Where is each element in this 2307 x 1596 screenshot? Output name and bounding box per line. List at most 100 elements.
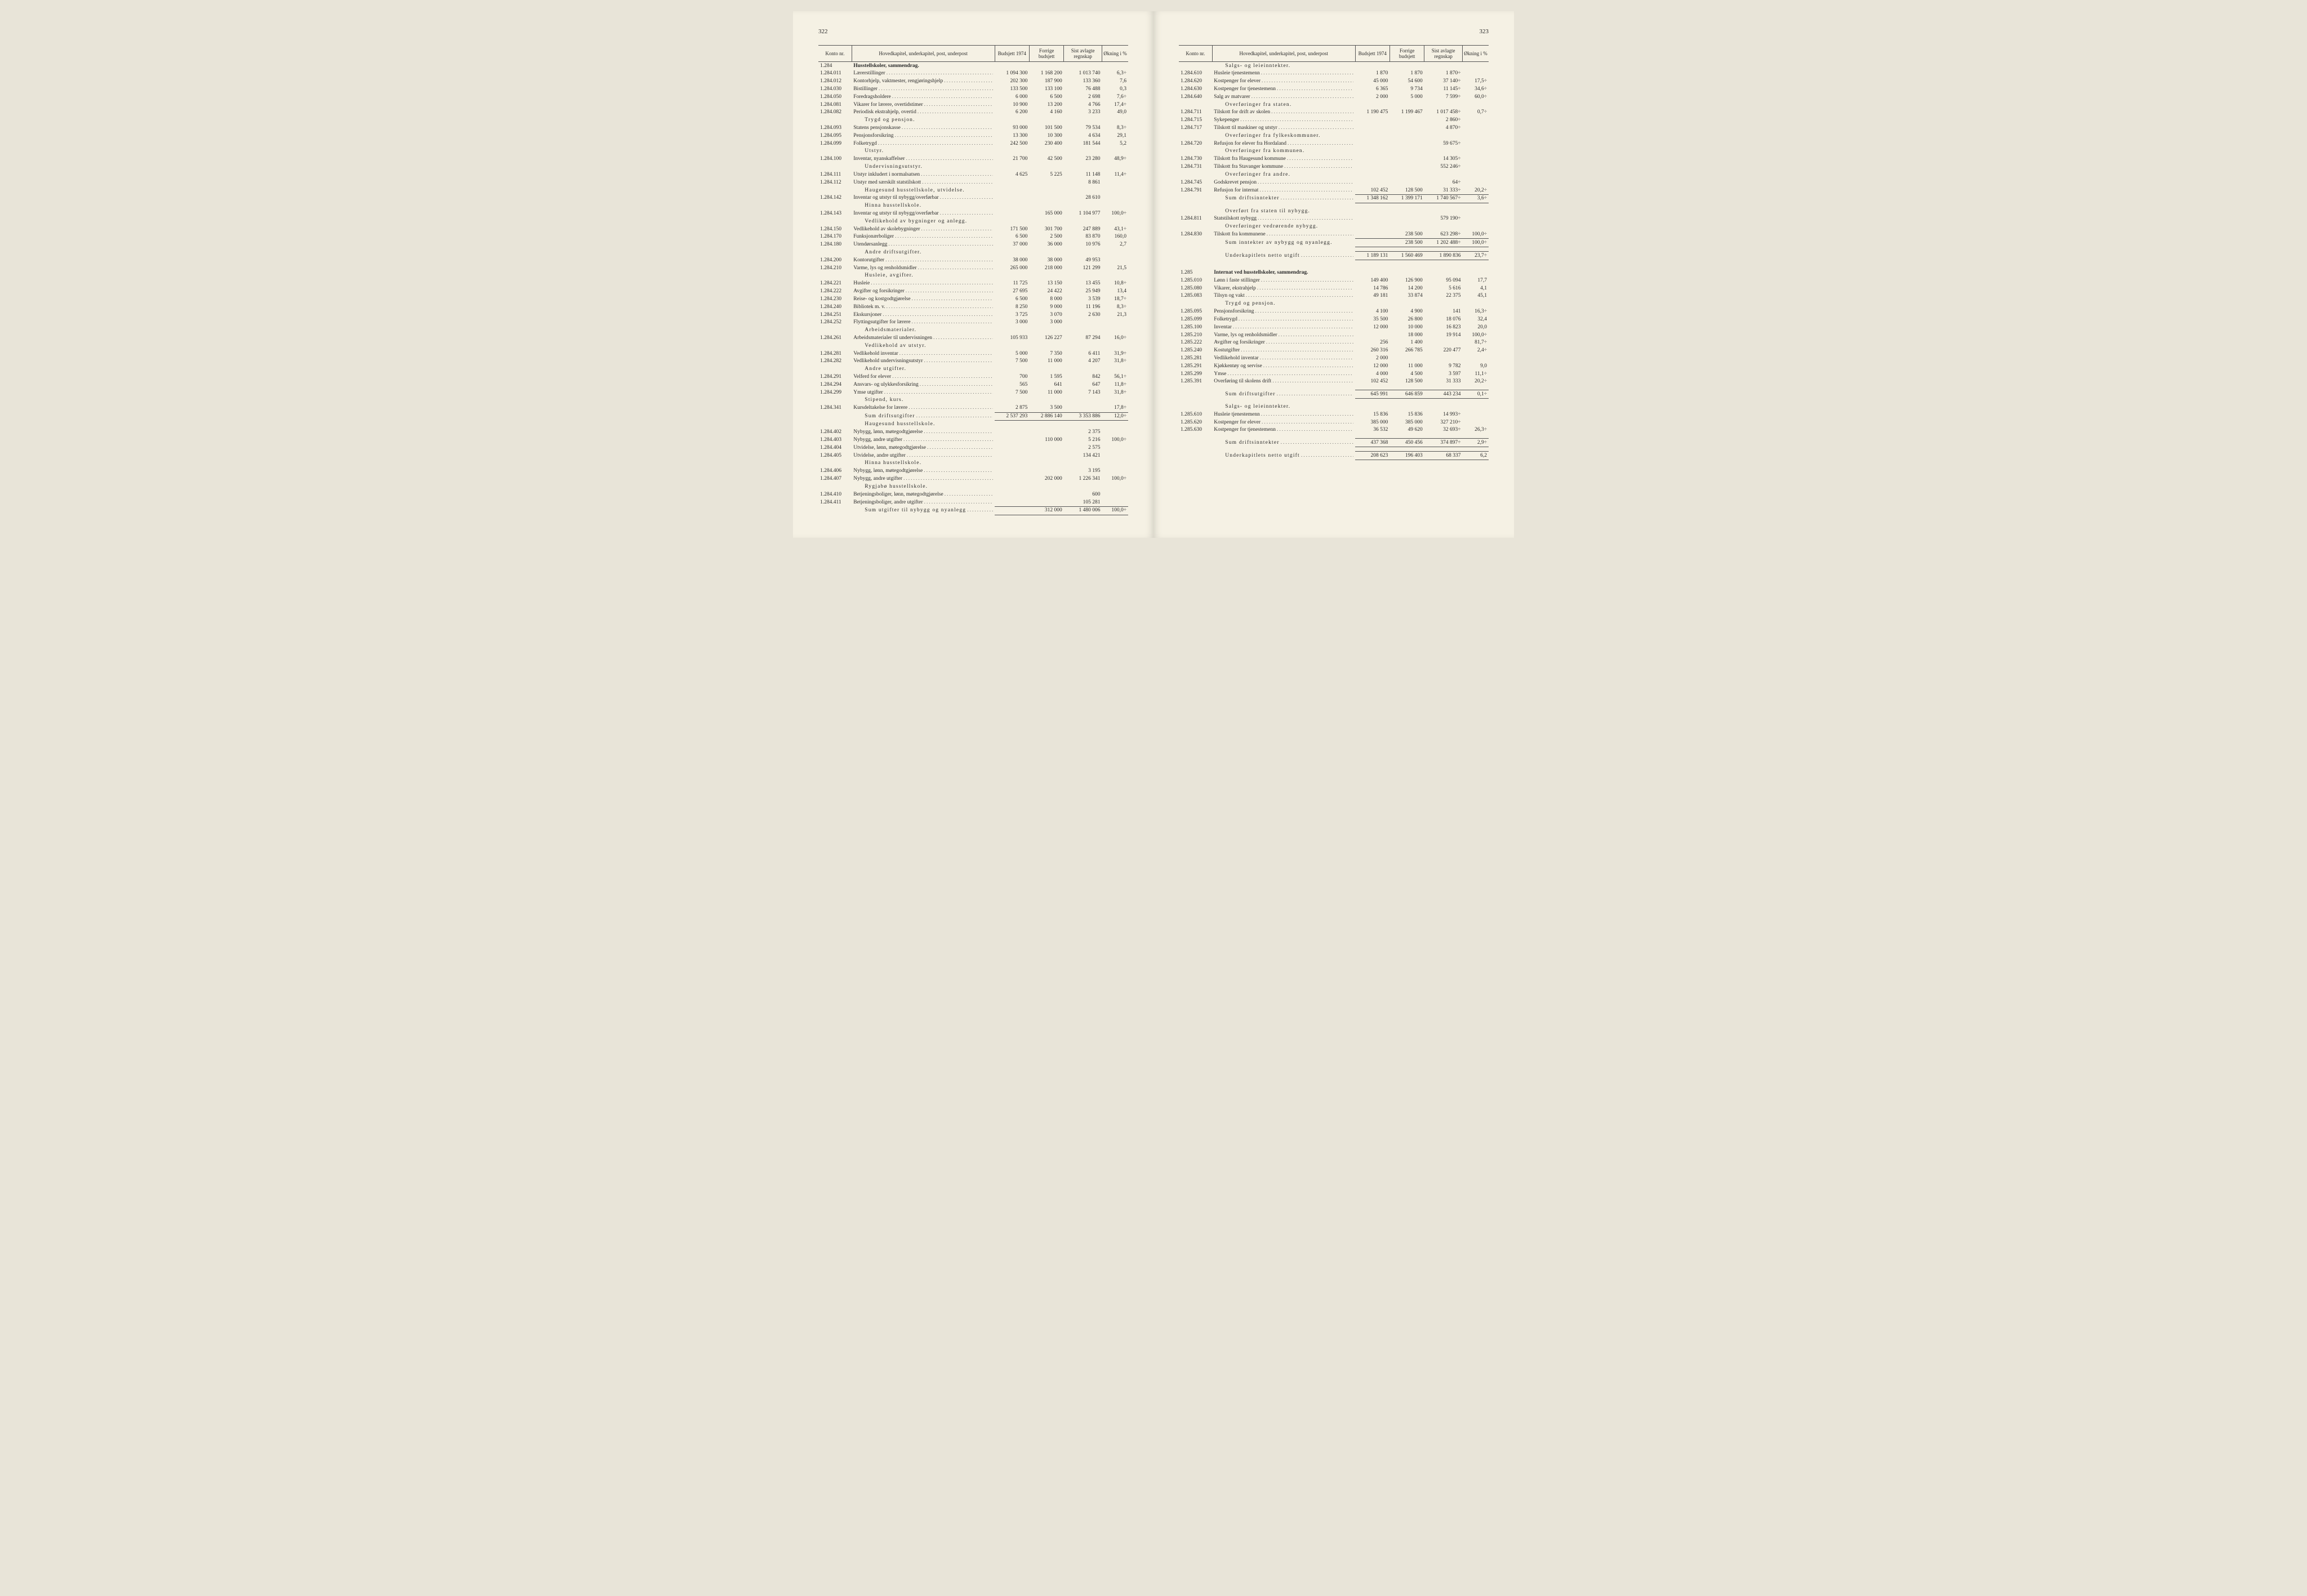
okning-cell bbox=[1462, 207, 1489, 215]
table-row: 1.284.030Bistillinger133 500133 10076 48… bbox=[818, 85, 1128, 93]
konto-cell: 1.284.411 bbox=[818, 498, 852, 506]
sist-cell bbox=[1424, 339, 1463, 347]
forrige-cell: 110 000 bbox=[1029, 436, 1063, 444]
konto-cell bbox=[1179, 62, 1212, 70]
konto-cell bbox=[1179, 194, 1212, 203]
okning-cell: 100,0÷ bbox=[1102, 506, 1128, 515]
table-row: Hinna husstellskole. bbox=[818, 202, 1128, 210]
konto-cell: 1.284.150 bbox=[818, 225, 852, 233]
budget-cell: 38 000 bbox=[995, 256, 1029, 264]
budget-cell bbox=[995, 117, 1029, 124]
budget-cell: 2 000 bbox=[1355, 354, 1389, 362]
table-row: 1.284.811Statstilskott nybygg579 190÷ bbox=[1179, 215, 1489, 223]
konto-cell: 1.284.715 bbox=[1179, 117, 1212, 124]
budget-cell bbox=[1355, 171, 1389, 179]
desc-text: Tilskott fra Stavanger kommune bbox=[1214, 163, 1283, 171]
desc-text: Sum driftsutgifter bbox=[1225, 391, 1275, 398]
desc-text: Tilskott fra kommunene bbox=[1214, 231, 1265, 238]
leader-dots bbox=[1281, 439, 1353, 447]
table-row: 1.284.830Tilskott fra kommunene238 50062… bbox=[1179, 231, 1489, 239]
budget-cell: 4 625 bbox=[995, 171, 1029, 179]
table-row: 1.284.294Ansvars- og ulykkesforsikring56… bbox=[818, 381, 1128, 389]
konto-cell: 1.285.080 bbox=[1179, 284, 1212, 292]
table-row: 1.284.011Lærerstillinger1 094 3001 168 2… bbox=[818, 70, 1128, 78]
leader-dots bbox=[1287, 155, 1353, 163]
budget-cell: 700 bbox=[995, 373, 1029, 381]
desc-text: Kostpenger for elever bbox=[1214, 78, 1261, 85]
okning-cell bbox=[1102, 460, 1128, 467]
leader-dots bbox=[1301, 252, 1353, 260]
budget-cell bbox=[995, 194, 1029, 202]
leader-dots bbox=[892, 93, 993, 101]
konto-cell: 1.284.011 bbox=[818, 70, 852, 78]
table-row: Sum driftsutgifter2 537 2932 886 1403 35… bbox=[818, 412, 1128, 421]
okning-cell: 4,1 bbox=[1462, 284, 1489, 292]
table-row: Overføringer fra andre. bbox=[1179, 171, 1489, 179]
leader-dots bbox=[1279, 332, 1353, 339]
forrige-cell bbox=[1389, 171, 1424, 179]
desc-cell: Overført fra staten til nybygg. bbox=[1212, 207, 1355, 215]
okning-cell bbox=[1462, 223, 1489, 231]
konto-cell: 1.285.100 bbox=[1179, 323, 1212, 331]
desc-cell: Vedlikehold inventar bbox=[1212, 354, 1355, 362]
konto-cell bbox=[1179, 207, 1212, 215]
sist-cell: 2 860÷ bbox=[1424, 117, 1463, 124]
desc-cell: Pensjonsforsikring bbox=[852, 132, 995, 140]
desc-cell: Haugesund husstellskole, utvidelse. bbox=[852, 186, 995, 194]
konto-cell bbox=[818, 483, 852, 491]
desc-text: Vedlikehold inventar bbox=[1214, 355, 1258, 362]
konto-cell: 1.284.281 bbox=[818, 350, 852, 358]
konto-cell: 1.284.404 bbox=[818, 444, 852, 452]
sist-cell: 9 782 bbox=[1424, 362, 1463, 370]
budget-cell: 260 316 bbox=[1355, 347, 1389, 355]
sist-cell: 1 740 567÷ bbox=[1424, 194, 1463, 203]
forrige-cell: 54 600 bbox=[1389, 78, 1424, 86]
forrige-cell bbox=[1389, 223, 1424, 231]
forrige-cell: 196 403 bbox=[1389, 452, 1424, 460]
desc-text: Andre utgifter. bbox=[865, 365, 906, 373]
table-row: Overføringer vedrørende nybygg. bbox=[1179, 223, 1489, 231]
forrige-cell: 11 000 bbox=[1029, 389, 1063, 396]
leader-dots bbox=[1240, 117, 1353, 124]
okning-cell: 11,4÷ bbox=[1102, 171, 1128, 179]
okning-cell: 49,0 bbox=[1102, 109, 1128, 117]
table-row: 1.284.143Inventar og utstyr til nybygg/o… bbox=[818, 209, 1128, 217]
budget-cell: 645 991 bbox=[1355, 390, 1389, 399]
leader-dots bbox=[902, 124, 993, 132]
okning-cell bbox=[1102, 483, 1128, 491]
konto-cell: 1.284.180 bbox=[818, 241, 852, 249]
leader-dots bbox=[924, 358, 993, 365]
desc-cell: Kontorhjelp, vaktmester, rengjøringshjel… bbox=[852, 78, 995, 86]
desc-cell: Vedlikehold undervisningsutstyr bbox=[852, 358, 995, 365]
table-row: Arbeidsmaterialer. bbox=[818, 327, 1128, 335]
table-row: 1.284.082Periodisk ekstrahjelp, overtid6… bbox=[818, 109, 1128, 117]
forrige-cell bbox=[1029, 452, 1063, 460]
konto-cell: 1.284.221 bbox=[818, 280, 852, 288]
table-row: 1.284.261Arbeidsmaterialer til undervisn… bbox=[818, 334, 1128, 342]
desc-cell: Utvidelse, lønn, møtegodtgjørelse bbox=[852, 444, 995, 452]
forrige-cell bbox=[1029, 202, 1063, 210]
leader-dots bbox=[916, 413, 993, 420]
desc-text: Inventar bbox=[1214, 324, 1232, 331]
sist-cell bbox=[1064, 163, 1102, 171]
sist-cell: 10 976 bbox=[1064, 241, 1102, 249]
table-row: 1.284.081Vikarer for lærere, overtidstim… bbox=[818, 101, 1128, 109]
desc-cell: Utendørsanlegg bbox=[852, 241, 995, 249]
desc-text: Kostpenger for elever bbox=[1214, 419, 1261, 426]
header-konto: Konto nr. bbox=[1179, 46, 1212, 62]
budget-cell bbox=[995, 202, 1029, 210]
desc-text: Pensjonsforsikring bbox=[1214, 308, 1254, 315]
budget-cell: 7 500 bbox=[995, 389, 1029, 396]
sist-cell: 59 675÷ bbox=[1424, 140, 1463, 148]
table-row: 1.284.012Kontorhjelp, vaktmester, rengjø… bbox=[818, 78, 1128, 86]
budget-cell bbox=[1355, 207, 1389, 215]
budget-cell bbox=[1355, 231, 1389, 239]
desc-text: Haugesund husstellskole, utvidelse. bbox=[865, 187, 965, 194]
sist-cell: 28 610 bbox=[1064, 194, 1102, 202]
desc-text: Utstyr. bbox=[865, 148, 884, 155]
leader-dots bbox=[940, 210, 993, 217]
budget-cell: 105 933 bbox=[995, 334, 1029, 342]
leader-dots bbox=[924, 101, 993, 109]
table-row: 1.285.630Kostpenger for tjenestemenn36 5… bbox=[1179, 426, 1489, 434]
desc-cell: Refusjon for elever fra Hordaland bbox=[1212, 140, 1355, 148]
